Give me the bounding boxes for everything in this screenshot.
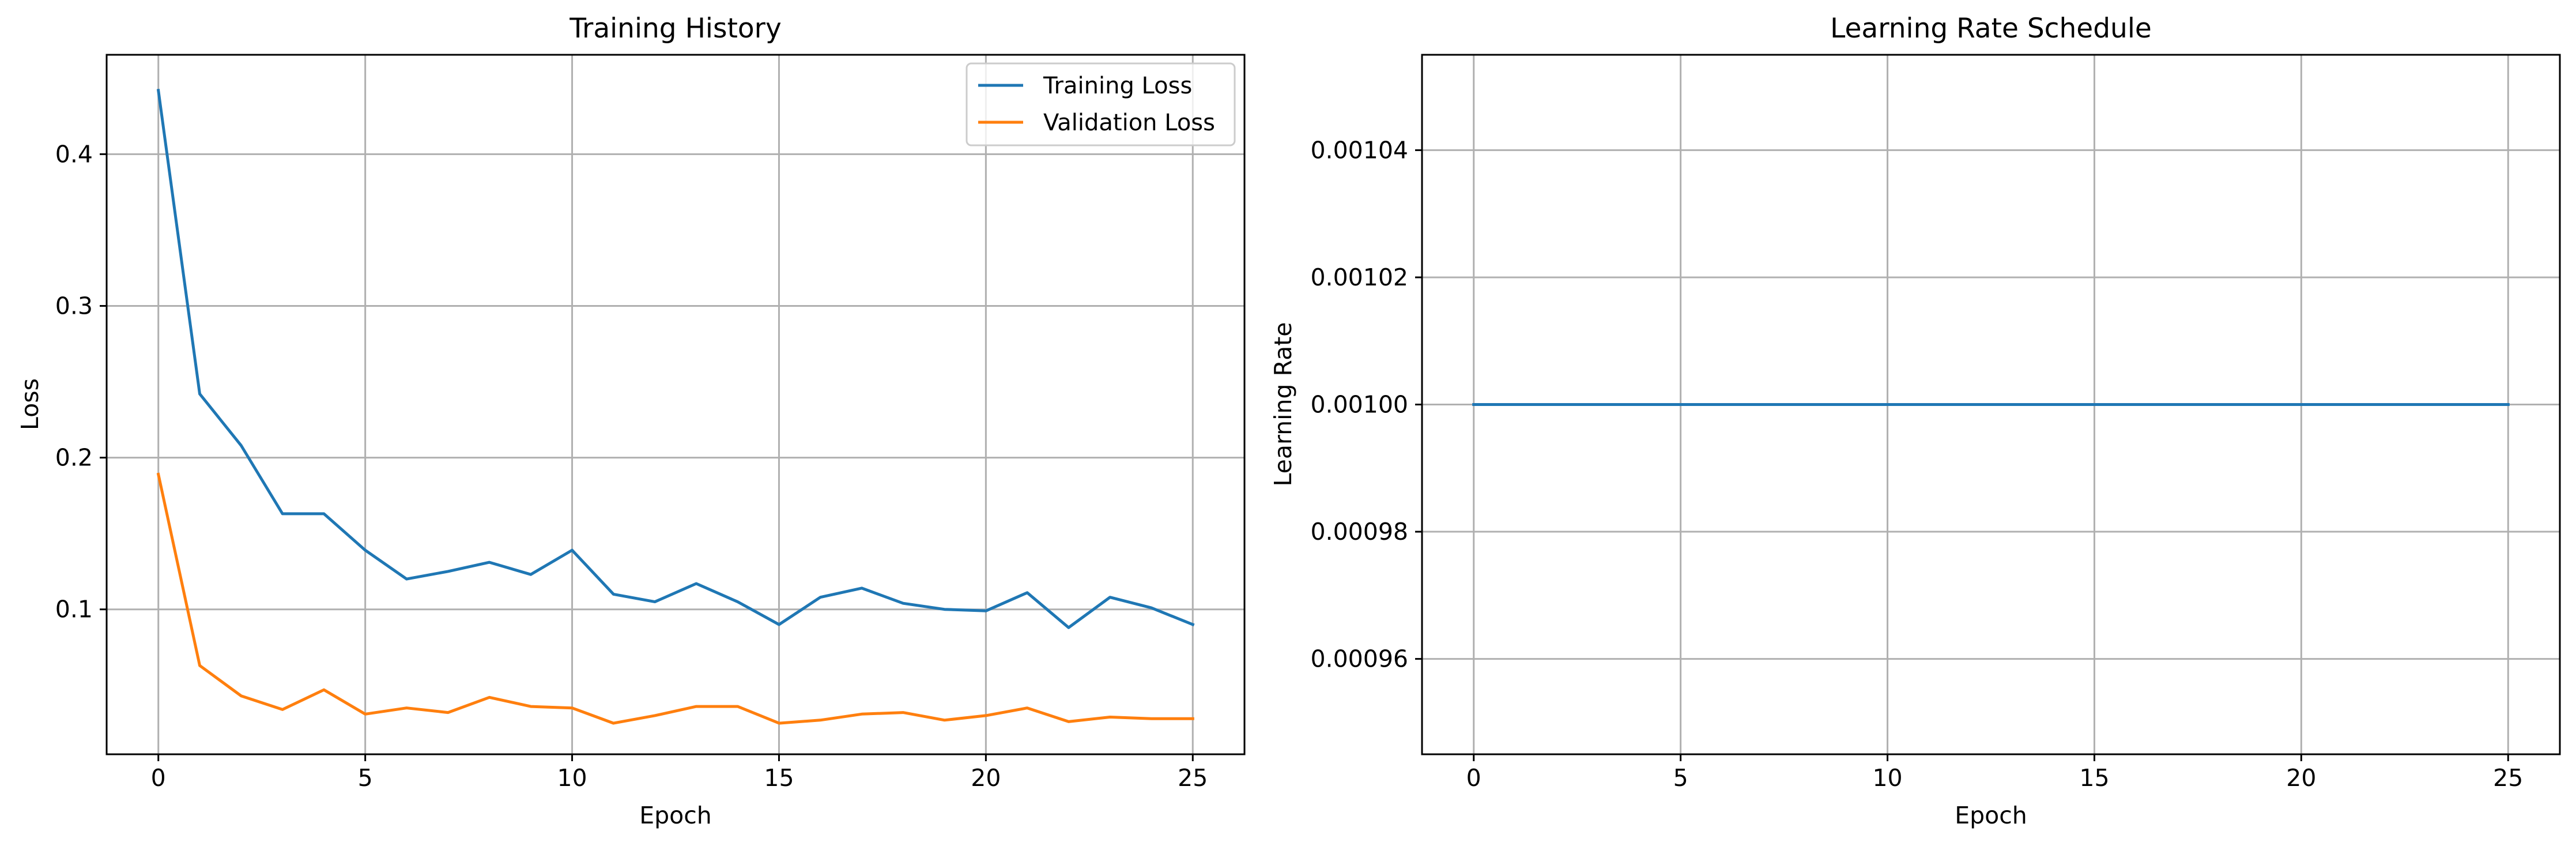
xticks-1: 0 5 10 15 20 25 [1466, 754, 2523, 792]
series-0 [156, 88, 1195, 725]
plot-frame-0 [105, 54, 1246, 755]
x-tick-label: 5 [358, 764, 373, 792]
training-history-panel: 0 5 10 15 20 25 0.1 0.2 0.3 0.4 Training History… [16, 13, 1246, 829]
x-tick-label: 10 [1872, 764, 1902, 792]
y-tick-label: 0.4 [55, 140, 93, 168]
x-tick-label: 10 [557, 764, 587, 792]
x-tick-label: 25 [2493, 764, 2523, 792]
y-tick-label: 0.00098 [1310, 518, 1408, 546]
yticks-0: 0.1 0.2 0.3 0.4 [55, 140, 107, 623]
legend-box [965, 62, 1236, 146]
x-tick-label: 20 [971, 764, 1001, 792]
chart-title-1: Learning Rate Schedule [1830, 13, 2152, 44]
yticks-1: 0.00096 0.00098 0.00100 0.00102 0.00104 [1310, 136, 1422, 673]
y-tick-label: 0.00100 [1310, 391, 1408, 419]
y-tick-label: 0.00104 [1310, 136, 1408, 164]
x-tick-label: 15 [2079, 764, 2109, 792]
legend-label-training-loss: Training Loss [1043, 73, 1192, 99]
x-tick-label: 25 [1178, 764, 1208, 792]
x-tick-label: 0 [151, 764, 166, 792]
x-tick-label: 20 [2286, 764, 2316, 792]
series-line-validation-loss [156, 472, 1194, 725]
legend-label-validation-loss: Validation Loss [1043, 110, 1215, 136]
x-axis-label-0: Epoch [639, 802, 712, 829]
y-tick-label: 0.3 [55, 292, 93, 319]
y-tick-label: 0.2 [55, 444, 93, 472]
y-tick-label: 0.00096 [1310, 645, 1408, 673]
x-tick-label: 15 [764, 764, 794, 792]
y-axis-label-1: Learning Rate [1269, 322, 1297, 486]
x-tick-label: 5 [1673, 764, 1688, 792]
legend: Training Loss Validation Loss [965, 62, 1236, 146]
grid-0 [107, 55, 1244, 754]
y-axis-label-0: Loss [16, 378, 44, 430]
x-tick-label: 0 [1466, 764, 1481, 792]
y-tick-label: 0.1 [55, 596, 93, 623]
y-tick-label: 0.00102 [1310, 264, 1408, 291]
x-axis-label-1: Epoch [1955, 802, 2027, 829]
xticks-0: 0 5 10 15 20 25 [151, 754, 1208, 792]
series-line-training-loss [156, 88, 1195, 629]
chart-title-0: Training History [569, 13, 782, 44]
learning-rate-panel: 0 5 10 15 20 25 0.000960.000980.001000.001020… [1269, 13, 2561, 829]
